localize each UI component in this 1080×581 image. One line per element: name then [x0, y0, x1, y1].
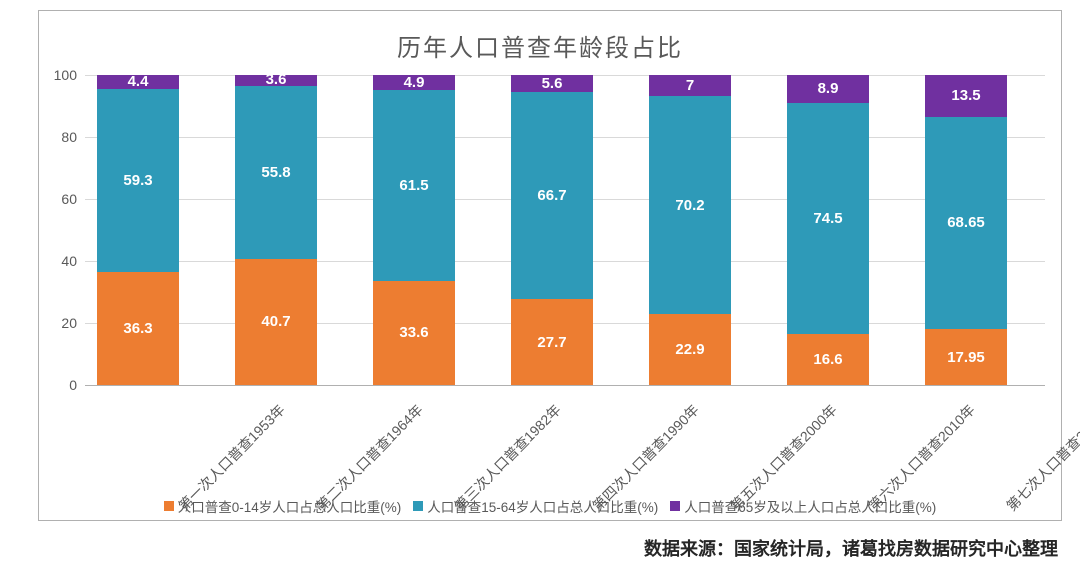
bar-group: 17.9568.6513.5 — [925, 75, 1007, 385]
bar-segment-age_15_64: 70.2 — [649, 96, 731, 314]
bar-segment-age_65_up: 8.9 — [787, 75, 869, 103]
data-source: 数据来源：国家统计局，诸葛找房数据研究中心整理 — [644, 535, 1058, 561]
bar-segment-age_15_64: 66.7 — [511, 92, 593, 299]
bar-segment-age_15_64: 55.8 — [235, 86, 317, 259]
bar-segment-age_0_14: 33.6 — [373, 281, 455, 385]
bar-group: 36.359.34.4 — [97, 75, 179, 385]
bar-segment-age_15_64: 74.5 — [787, 103, 869, 334]
y-tick-label: 0 — [47, 377, 77, 393]
legend-swatch — [670, 501, 680, 511]
y-tick-label: 100 — [47, 67, 77, 83]
bar-group: 16.674.58.9 — [787, 75, 869, 385]
plot-area: 02040608010036.359.34.440.755.83.633.661… — [85, 75, 1045, 385]
y-tick-label: 60 — [47, 191, 77, 207]
bar-segment-age_65_up: 4.4 — [97, 75, 179, 89]
bar-segment-age_0_14: 27.7 — [511, 299, 593, 385]
bar-segment-age_65_up: 13.5 — [925, 75, 1007, 117]
bar-segment-age_15_64: 61.5 — [373, 90, 455, 281]
legend-item: 人口普查0-14岁人口占总人口比重(%) — [164, 496, 402, 516]
chart-container: 历年人口普查年龄段占比 02040608010036.359.34.440.75… — [0, 0, 1080, 581]
bar-segment-age_0_14: 16.6 — [787, 334, 869, 385]
bar-segment-age_15_64: 68.65 — [925, 117, 1007, 330]
legend-swatch — [164, 501, 174, 511]
legend-item: 人口普查65岁及以上人口占总人口比重(%) — [670, 496, 936, 516]
bar-segment-age_65_up: 5.6 — [511, 75, 593, 92]
legend-label: 人口普查0-14岁人口占总人口比重(%) — [178, 496, 402, 516]
bar-segment-age_0_14: 17.95 — [925, 329, 1007, 385]
legend-swatch — [413, 501, 423, 511]
bar-group: 40.755.83.6 — [235, 75, 317, 385]
y-tick-label: 40 — [47, 253, 77, 269]
bar-segment-age_65_up: 3.6 — [235, 75, 317, 86]
bar-segment-age_0_14: 36.3 — [97, 272, 179, 385]
bar-group: 27.766.75.6 — [511, 75, 593, 385]
legend-item: 人口普查15-64岁人口占总人口比重(%) — [413, 496, 658, 516]
legend: 人口普查0-14岁人口占总人口比重(%) 人口普查15-64岁人口占总人口比重(%… — [38, 496, 1062, 516]
y-tick-label: 80 — [47, 129, 77, 145]
bar-group: 22.970.27 — [649, 75, 731, 385]
bar-segment-age_15_64: 59.3 — [97, 89, 179, 273]
gridline — [85, 385, 1045, 386]
bar-segment-age_65_up: 7 — [649, 75, 731, 97]
bar-segment-age_0_14: 22.9 — [649, 314, 731, 385]
y-tick-label: 20 — [47, 315, 77, 331]
bar-group: 33.661.54.9 — [373, 75, 455, 385]
legend-label: 人口普查65岁及以上人口占总人口比重(%) — [684, 496, 936, 516]
legend-label: 人口普查15-64岁人口占总人口比重(%) — [427, 496, 658, 516]
bar-segment-age_65_up: 4.9 — [373, 75, 455, 90]
bar-segment-age_0_14: 40.7 — [235, 259, 317, 385]
